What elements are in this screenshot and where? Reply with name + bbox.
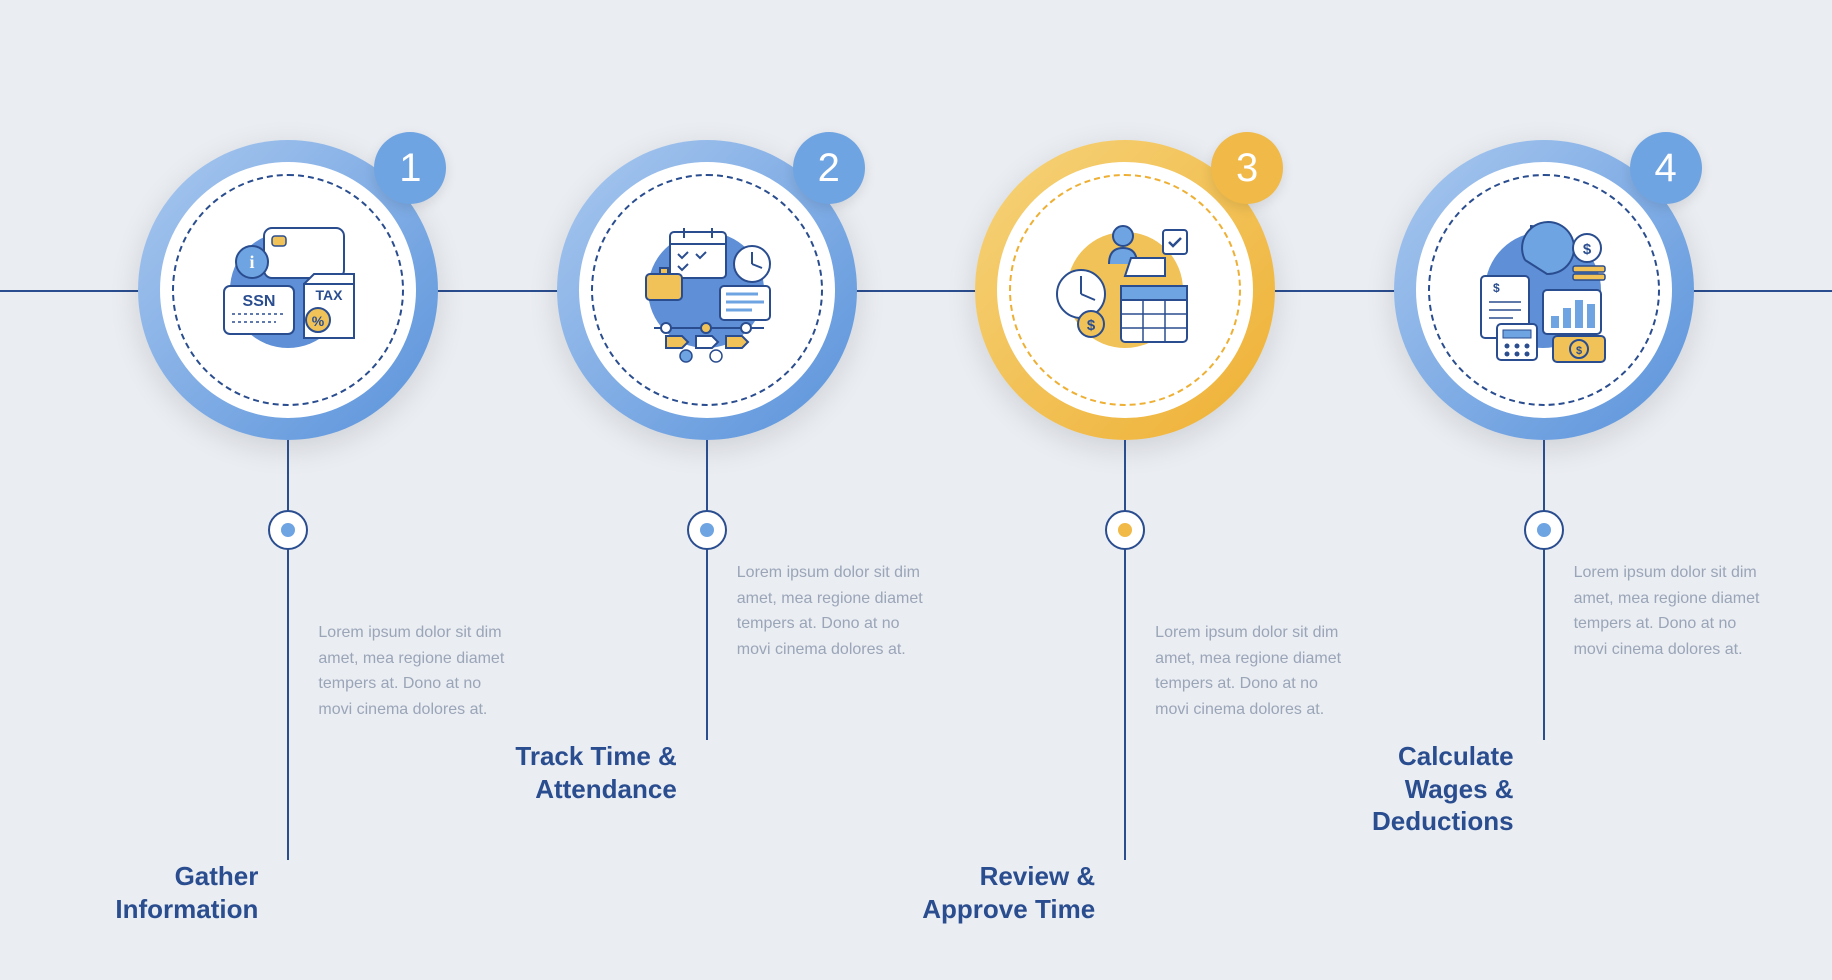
step-4-dot [1524,510,1564,550]
step-3-desc-block: Lorem ipsum dolor sit dim amet, mea regi… [1155,620,1355,722]
step-2-number: 2 [818,146,840,191]
svg-text:$: $ [1087,317,1096,334]
calendar-clock-icon [607,190,807,390]
step-1-connector [287,440,289,860]
step-3-title: Review & Approve Time [895,860,1095,925]
step-4-number: 4 [1654,146,1676,191]
step-2: 2 [517,140,897,440]
svg-text:TAX: TAX [315,287,343,303]
wages-chart-icon: $ $ [1444,190,1644,390]
svg-text:$: $ [1583,241,1592,258]
step-3-circle: $ 3 [975,140,1275,440]
step-2-circle: 2 [557,140,857,440]
step-1-number-badge: 1 [374,132,446,204]
step-1-desc-block: Lorem ipsum dolor sit dim amet, mea regi… [318,620,518,722]
step-2-title: Track Time & Attendance [477,740,677,805]
svg-text:$: $ [1576,345,1582,357]
step-2-connector [706,440,708,740]
step-1: i SSN TAX % 1 [98,140,478,440]
step-1-title-block: Gather Information [58,860,258,925]
steps-container: i SSN TAX % 1 [0,140,1832,440]
step-3-connector [1124,440,1126,860]
step-2-title-block: Track Time & Attendance [477,740,677,805]
step-1-desc: Lorem ipsum dolor sit dim amet, mea regi… [318,620,518,722]
step-4-title: Calculate Wages & Deductions [1314,740,1514,838]
step-1-number: 1 [399,146,421,191]
step-3-title-block: Review & Approve Time [895,860,1095,925]
step-2-dot [687,510,727,550]
step-2-desc: Lorem ipsum dolor sit dim amet, mea regi… [737,560,937,662]
review-time-icon: $ [1025,190,1225,390]
step-4-desc: Lorem ipsum dolor sit dim amet, mea regi… [1574,560,1774,662]
step-1-title: Gather Information [58,860,258,925]
step-4-number-badge: 4 [1630,132,1702,204]
step-1-dot [268,510,308,550]
step-3-desc: Lorem ipsum dolor sit dim amet, mea regi… [1155,620,1355,722]
step-3: $ 3 [935,140,1315,440]
step-3-number: 3 [1236,146,1258,191]
step-4-circle: $ $ [1394,140,1694,440]
step-4: $ $ [1354,140,1734,440]
step-1-circle: i SSN TAX % 1 [138,140,438,440]
svg-text:%: % [312,313,325,329]
info-ssn-tax-icon: i SSN TAX % [188,190,388,390]
step-4-title-block: Calculate Wages & Deductions [1314,740,1514,838]
svg-text:$: $ [1493,281,1500,295]
step-4-desc-block: Lorem ipsum dolor sit dim amet, mea regi… [1574,560,1774,662]
svg-text:SSN: SSN [242,293,275,310]
step-4-connector [1543,440,1545,740]
step-3-dot [1105,510,1145,550]
step-2-desc-block: Lorem ipsum dolor sit dim amet, mea regi… [737,560,937,662]
svg-text:i: i [249,252,254,272]
step-3-number-badge: 3 [1211,132,1283,204]
step-2-number-badge: 2 [793,132,865,204]
